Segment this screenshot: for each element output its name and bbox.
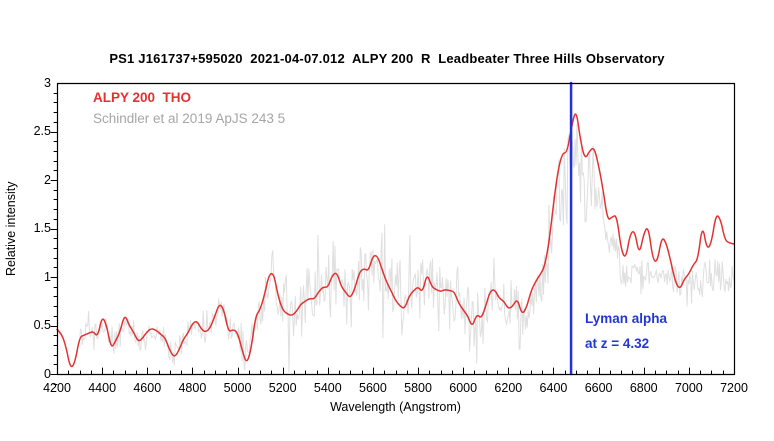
x-tick-label-6000: 6000 (449, 381, 478, 395)
y-tick-label-2: 2 (44, 172, 51, 187)
y-tick-label-2.5: 2.5 (33, 124, 51, 138)
y-tick-label-1.5: 1.5 (33, 221, 51, 235)
x-tick-label-4200: 4200 (43, 381, 71, 395)
lyman-alpha-annotation-line2: at z = 4.32 (585, 336, 650, 351)
x-tick-label-4800: 4800 (178, 381, 207, 395)
x-tick-label-5200: 5200 (268, 381, 297, 395)
x-axis-title: Wavelength (Angstrom) (330, 400, 461, 414)
x-tick-label-5600: 5600 (359, 381, 387, 395)
chart-title: PS1 J161737+595020 2021-04-07.012 ALPY 2… (109, 51, 665, 66)
y-tick-label-0.5: 0.5 (33, 318, 51, 332)
legend-label-alpy: ALPY 200 THO (93, 90, 192, 105)
x-tick-label-6400: 6400 (539, 381, 568, 395)
lyman-alpha-annotation-line1: Lyman alpha (585, 311, 668, 326)
x-tick-label-7200: 7200 (720, 381, 748, 395)
y-tick-label-0: 0 (44, 366, 51, 381)
x-tick-label-4400: 4400 (88, 381, 117, 395)
x-tick-label-7000: 7000 (674, 381, 703, 395)
x-tick-label-6800: 6800 (629, 381, 658, 395)
x-tick-label-5400: 5400 (313, 381, 342, 395)
x-tick-label-6200: 6200 (494, 381, 523, 395)
x-tick-label-5800: 5800 (404, 381, 432, 395)
y-tick-label-3: 3 (44, 75, 51, 90)
x-tick-label-6600: 6600 (584, 381, 613, 395)
x-tick-label-5000: 5000 (223, 381, 252, 395)
y-tick-label-1: 1 (44, 269, 51, 284)
x-tick-label-4600: 4600 (133, 381, 162, 395)
legend-label-schindler: Schindler et al 2019 ApJS 243 5 (93, 111, 286, 126)
